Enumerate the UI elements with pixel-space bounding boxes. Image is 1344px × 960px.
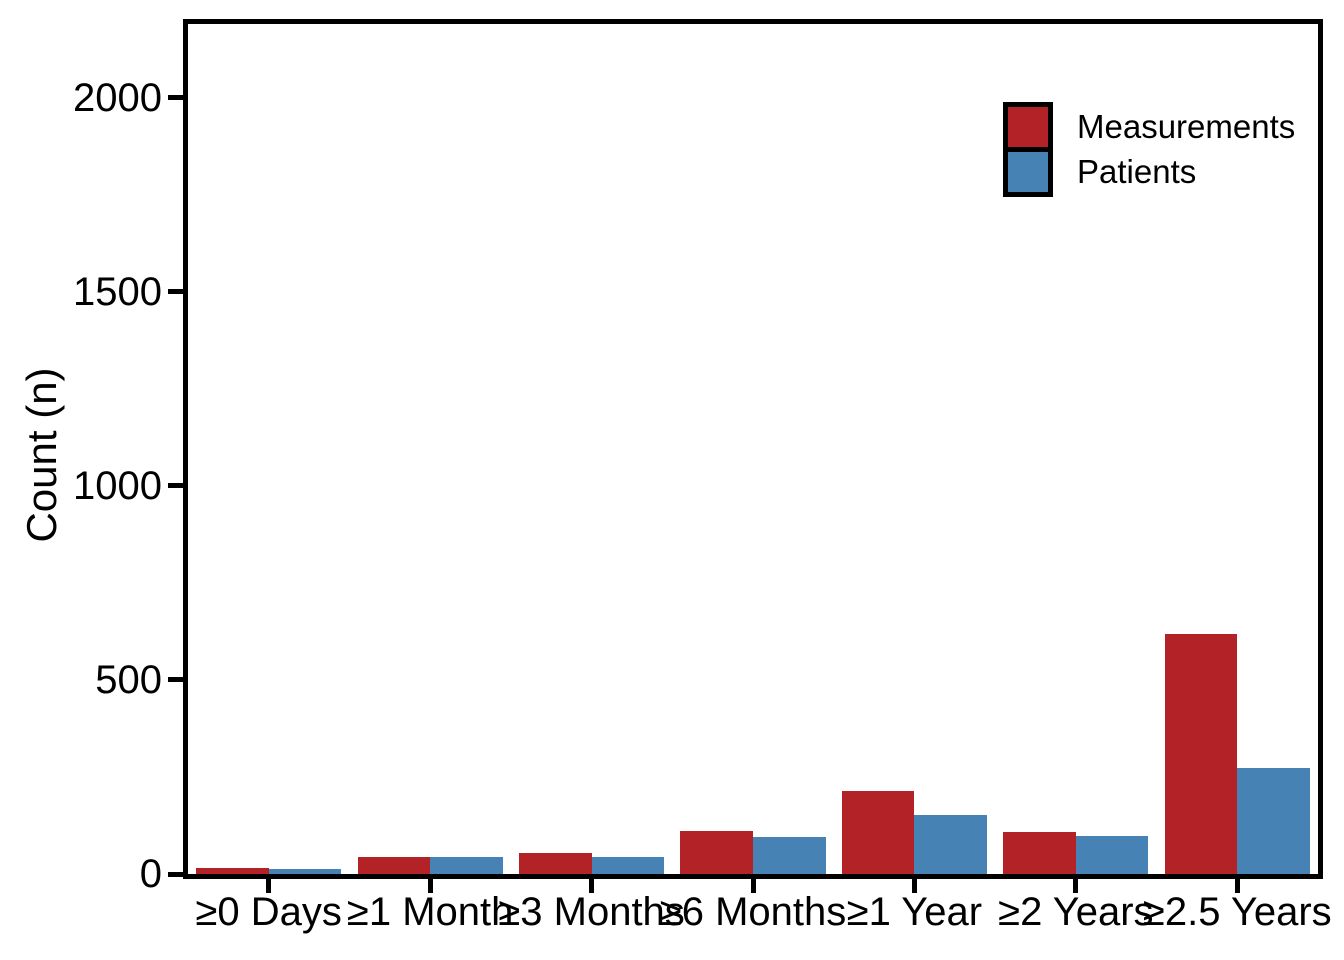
bar-patients-3 xyxy=(753,837,826,874)
x-axis-tick-3 xyxy=(750,879,756,893)
x-axis-tick-label-6: ≥2.5 Years xyxy=(1142,890,1332,934)
legend-key-measurements-icon xyxy=(1003,102,1053,152)
x-axis-tick-label-5: ≥2 Years xyxy=(998,890,1154,934)
bar-patients-1 xyxy=(430,857,503,874)
bar-patients-2 xyxy=(591,857,665,874)
plot-panel xyxy=(183,19,1323,879)
y-axis-tick-2 xyxy=(168,483,183,489)
x-axis-tick-label-3: ≥6 Months xyxy=(659,890,847,934)
x-axis-tick-label-0: ≥0 Days xyxy=(195,890,342,934)
y-axis-tick-4 xyxy=(168,95,183,101)
y-axis-title: Count (n) xyxy=(18,367,65,543)
legend-entry-measurements: Measurements xyxy=(1003,102,1295,152)
x-axis-tick-label-4: ≥1 Year xyxy=(846,890,983,934)
bar-measurements-3 xyxy=(680,830,753,874)
x-axis-tick-label-2: ≥3 Months xyxy=(498,890,685,934)
bar-patients-6 xyxy=(1237,768,1310,874)
bar-measurements-1 xyxy=(357,856,431,874)
x-axis-tick-1 xyxy=(427,879,433,893)
bar-patients-4 xyxy=(914,814,988,874)
legend-label-measurements: Measurements xyxy=(1077,108,1296,145)
y-axis-tick-label-3: 1500 xyxy=(73,269,162,314)
x-axis-tick-2 xyxy=(589,879,595,893)
bar-measurements-6 xyxy=(1164,634,1238,874)
bar-patients-0 xyxy=(268,868,342,874)
y-axis-tick-1 xyxy=(168,677,183,683)
bar-measurements-2 xyxy=(518,853,592,874)
bar-patients-5 xyxy=(1075,836,1149,874)
x-axis-tick-0 xyxy=(266,879,272,893)
y-axis-tick-label-0: 0 xyxy=(139,852,162,896)
x-axis-tick-label-1: ≥1 Month xyxy=(346,890,514,934)
y-axis-tick-label-1: 500 xyxy=(95,657,162,702)
bar-measurements-0 xyxy=(196,867,269,874)
bar-measurements-4 xyxy=(841,790,915,874)
legend-label-patients: Patients xyxy=(1077,153,1197,190)
bar-measurements-5 xyxy=(1003,832,1076,874)
legend-entry-patients: Patients xyxy=(1003,147,1295,197)
x-axis-tick-5 xyxy=(1073,879,1079,893)
x-axis-tick-4 xyxy=(911,879,917,893)
y-axis-tick-0 xyxy=(168,871,183,877)
y-axis-tick-label-2: 1000 xyxy=(73,463,162,508)
x-axis-tick-6 xyxy=(1234,879,1240,893)
legend: Measurements Patients xyxy=(1003,102,1295,197)
y-axis-tick-3 xyxy=(168,289,183,295)
legend-key-patients-icon xyxy=(1003,147,1053,197)
y-axis-tick-label-4: 2000 xyxy=(73,75,162,120)
